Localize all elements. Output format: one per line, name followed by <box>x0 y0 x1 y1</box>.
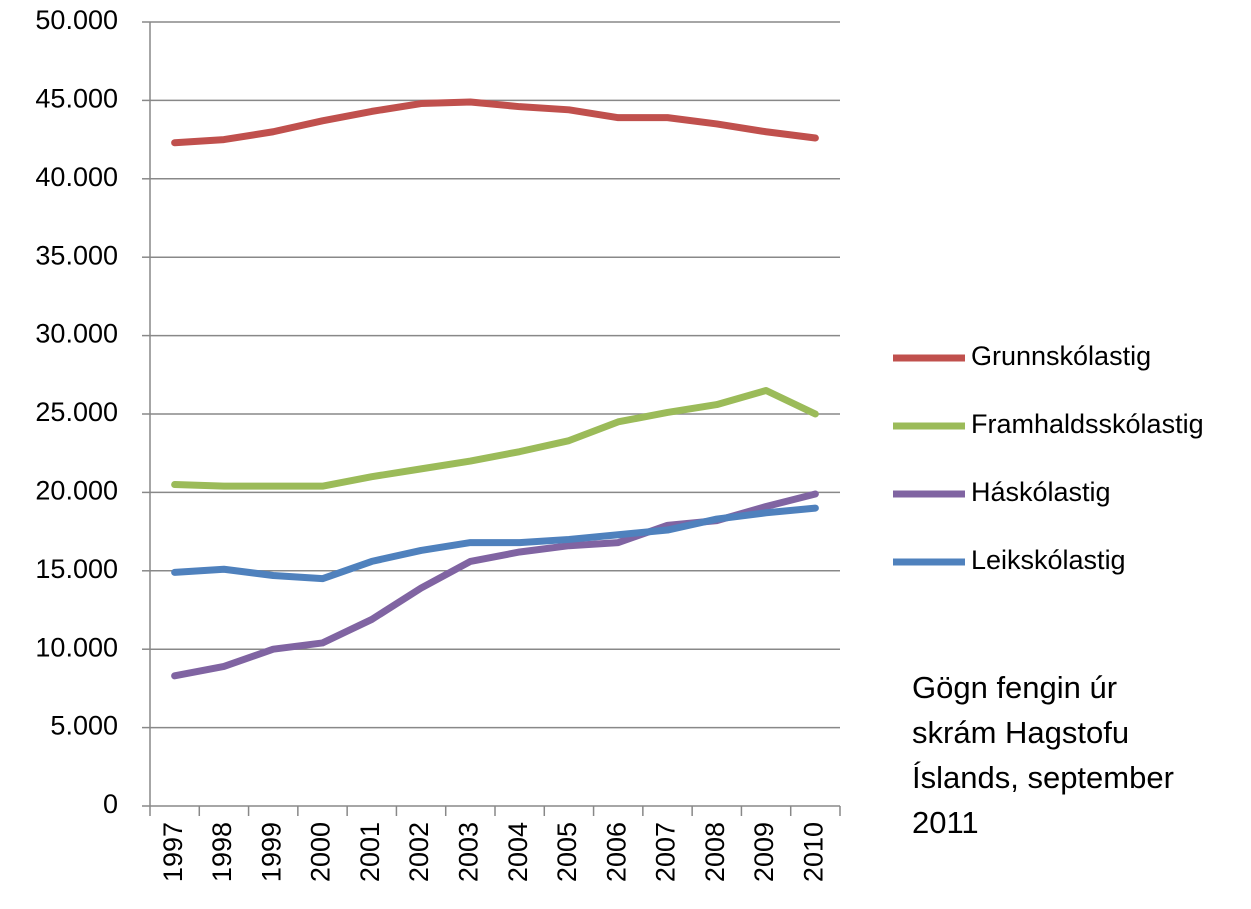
x-tick-label: 2003 <box>453 822 483 882</box>
x-tick-label: 2010 <box>798 822 828 882</box>
x-tick-label: 2007 <box>651 822 681 882</box>
y-tick-label: 20.000 <box>35 476 118 506</box>
series-line <box>171 98 819 147</box>
annotation: Íslands, september <box>912 760 1174 795</box>
legend-label: Framhaldsskólastig <box>971 409 1204 439</box>
annotation: Gögn fengin úr <box>912 670 1117 705</box>
legend-label: Grunnskólastig <box>971 341 1151 371</box>
y-tick-label: 35.000 <box>35 240 118 270</box>
x-tick-label: 2000 <box>306 822 336 882</box>
x-tick-label: 2001 <box>355 822 385 882</box>
y-tick-label: 10.000 <box>35 632 118 662</box>
x-tick-label: 1998 <box>207 822 237 882</box>
series-line <box>171 386 819 490</box>
y-tick-label: 45.000 <box>35 84 118 114</box>
x-tick-label: 2006 <box>601 822 631 882</box>
x-tick-label: 2002 <box>404 822 434 882</box>
annotation: 2011 <box>912 805 979 840</box>
annotation: skrám Hagstofu <box>912 715 1129 750</box>
y-tick-label: 25.000 <box>35 397 118 427</box>
x-tick-label: 2009 <box>749 822 779 882</box>
x-tick-label: 2008 <box>700 822 730 882</box>
y-tick-label: 30.000 <box>35 319 118 349</box>
y-tick-label: 5.000 <box>50 711 118 741</box>
y-tick-label: 50.000 <box>35 5 118 35</box>
y-tick-label: 0 <box>103 789 118 819</box>
series-line <box>171 504 819 583</box>
x-tick-label: 1999 <box>256 822 286 882</box>
legend-label: Háskólastig <box>971 477 1111 507</box>
y-tick-label: 15.000 <box>35 554 118 584</box>
x-tick-label: 2004 <box>503 822 533 882</box>
x-tick-label: 1997 <box>158 822 188 882</box>
y-tick-label: 40.000 <box>35 162 118 192</box>
legend-label: Leikskólastig <box>971 545 1126 575</box>
x-tick-label: 2005 <box>552 822 582 882</box>
